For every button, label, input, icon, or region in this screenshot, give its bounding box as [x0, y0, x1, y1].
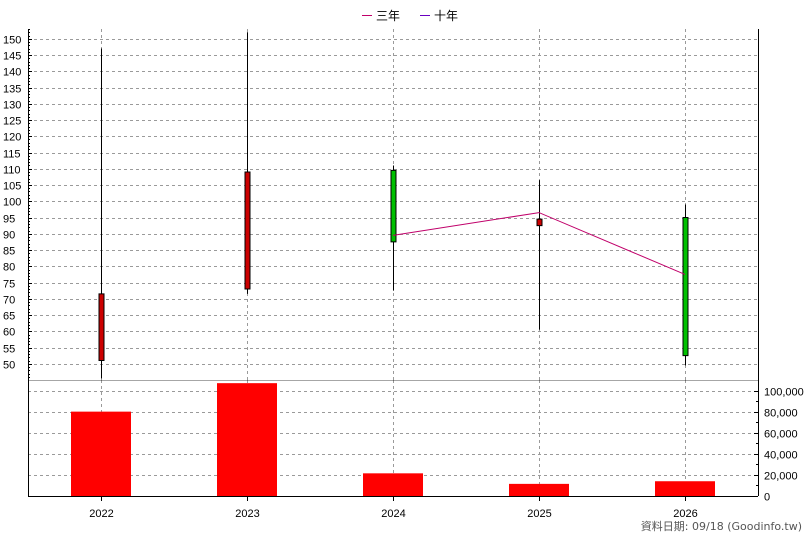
price-tick-label: 70: [3, 295, 15, 307]
price-tick-label: 80: [3, 262, 15, 274]
volume-bar: [655, 481, 715, 496]
series-line-三年: [392, 212, 686, 275]
price-tick-label: 55: [3, 344, 15, 356]
price-tick-label: 125: [3, 116, 21, 128]
x-tick-label: 2024: [381, 508, 405, 520]
price-tick-label: 95: [3, 214, 15, 226]
legend-label: 三年: [376, 9, 400, 23]
price-tick-label: 90: [3, 230, 15, 242]
volume-bar: [509, 483, 569, 496]
volume-bar: [363, 473, 423, 496]
price-tick-label: 115: [3, 149, 21, 161]
candle-body: [98, 293, 105, 361]
x-tick-label: 2026: [673, 508, 697, 520]
volume-axis-ticks: 0 20,000 40,000 60,000 80,000 100,000: [754, 387, 804, 504]
candles: [98, 32, 689, 379]
legend: 三年 十年: [362, 9, 458, 23]
volume-bars: [71, 383, 715, 496]
volume-tick-label: 80,000: [764, 408, 798, 420]
x-tick-label: 2025: [527, 508, 551, 520]
volume-tick-label: 20,000: [764, 471, 798, 483]
price-tick-label: 150: [3, 35, 21, 47]
x-tick-label: 2023: [235, 508, 259, 520]
x-tick-label: 2022: [89, 508, 113, 520]
volume-tick-label: 100,000: [764, 387, 804, 399]
volume-tick-label: 40,000: [764, 450, 798, 462]
price-tick-label: 135: [3, 84, 21, 96]
price-tick-label: 100: [3, 197, 21, 209]
price-tick-label: 75: [3, 279, 15, 291]
candle-body: [682, 217, 689, 357]
average-lines: [392, 212, 686, 275]
volume-bar: [217, 383, 277, 496]
volume-tick-label: 60,000: [764, 429, 798, 441]
volume-bar: [71, 411, 131, 496]
candle-body: [390, 169, 397, 243]
price-tick-label: 60: [3, 327, 15, 339]
legend-label: 十年: [434, 9, 458, 23]
price-tick-label: 110: [3, 165, 21, 177]
price-tick-label: 130: [3, 100, 21, 112]
data-date-footer: 資料日期: 09/18 (Goodinfo.tw): [640, 520, 802, 533]
price-tick-label: 85: [3, 246, 15, 258]
price-axis-ticks: 50 55 60 65 70 75 80 85 90 95 100 105 110 115 120 125 13…: [3, 29, 32, 378]
price-tick-label: 105: [3, 181, 21, 193]
volume-tick-label: 0: [764, 492, 770, 504]
price-tick-label: 145: [3, 51, 21, 63]
candle-body: [536, 218, 543, 227]
price-tick-label: 120: [3, 132, 21, 144]
candle-body: [244, 171, 251, 290]
price-tick-label: 140: [3, 67, 21, 79]
x-axis-ticks: 2022 2023 2024 2025 2026: [89, 496, 698, 520]
price-tick-label: 65: [3, 311, 15, 323]
plot-frames: [28, 29, 759, 497]
price-tick-label: 50: [3, 360, 15, 372]
